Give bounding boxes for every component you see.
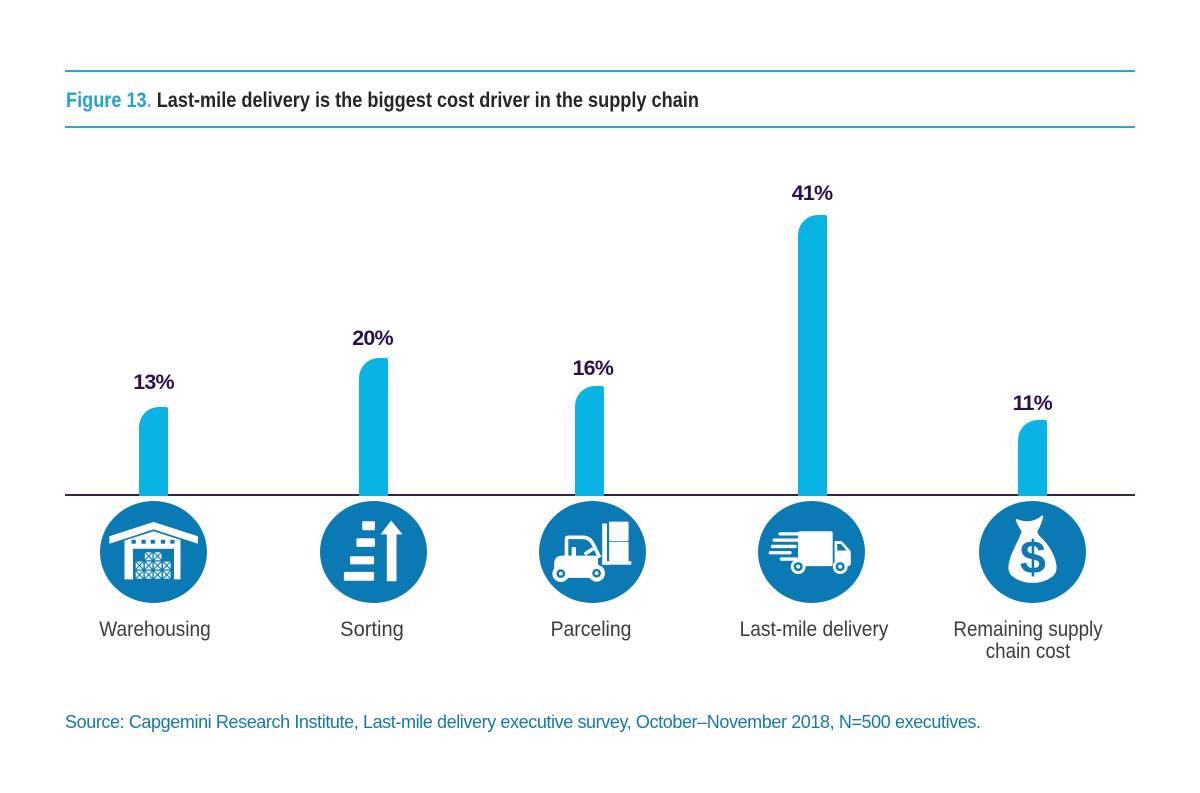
svg-text:$: $ [1020,531,1046,583]
